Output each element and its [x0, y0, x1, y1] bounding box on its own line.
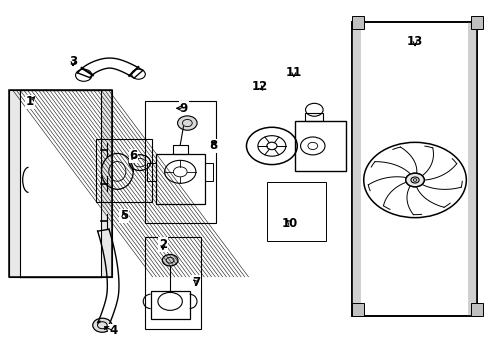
Circle shape [162, 255, 178, 266]
Text: 3: 3 [69, 55, 77, 68]
Bar [145, 101, 216, 223]
Bar [173, 145, 188, 154]
Text: 2: 2 [159, 238, 167, 251]
Bar [101, 90, 112, 277]
Text: 4: 4 [109, 324, 117, 337]
Circle shape [406, 173, 424, 187]
Bar [352, 303, 364, 316]
Text: 10: 10 [282, 216, 298, 230]
Bar [295, 121, 346, 171]
Bar [9, 90, 20, 277]
Text: 1: 1 [26, 95, 34, 108]
Circle shape [406, 173, 424, 187]
Bar [471, 303, 483, 316]
Text: 11: 11 [286, 66, 302, 79]
Bar [305, 113, 323, 121]
Text: 9: 9 [180, 102, 188, 115]
Text: 7: 7 [192, 276, 200, 289]
Bar [352, 22, 477, 316]
Circle shape [177, 116, 197, 130]
Bar [352, 16, 364, 29]
Bar [9, 90, 112, 277]
Bar [205, 163, 214, 181]
Bar [147, 163, 156, 181]
Bar [96, 139, 152, 202]
Text: 13: 13 [407, 35, 423, 49]
Bar [20, 90, 101, 277]
Text: 5: 5 [120, 210, 128, 222]
Bar [352, 22, 361, 316]
Circle shape [93, 318, 112, 332]
Text: 6: 6 [129, 149, 138, 162]
Bar [156, 154, 205, 204]
Bar [150, 291, 190, 319]
Text: 12: 12 [251, 80, 268, 93]
Bar [471, 16, 483, 29]
Bar [352, 22, 477, 316]
Bar [468, 22, 477, 316]
Bar [267, 182, 326, 241]
Bar [145, 237, 201, 329]
Text: 8: 8 [209, 139, 218, 152]
